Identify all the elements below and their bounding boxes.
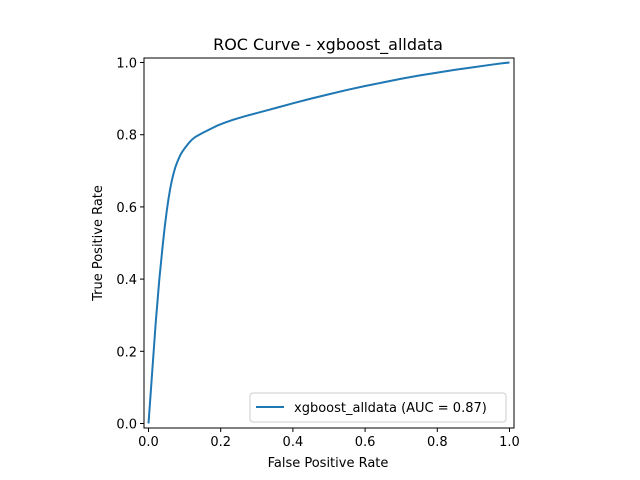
chart-title: ROC Curve - xgboost_alldata (213, 35, 443, 55)
x-tick-label: 0.2 (210, 435, 231, 450)
y-tick-label: 0.2 (116, 345, 137, 360)
y-axis-ticks: 0.0 0.2 0.4 0.6 0.8 1.0 (116, 57, 144, 432)
y-tick-label: 0.6 (116, 201, 137, 216)
x-axis-ticks: 0.0 0.2 0.4 0.6 0.8 1.0 (138, 428, 520, 450)
x-tick-label: 0.0 (138, 435, 159, 450)
x-tick-label: 0.6 (355, 435, 376, 450)
legend-box (249, 392, 507, 423)
y-tick-label: 0.4 (116, 273, 137, 288)
x-tick-label: 0.4 (283, 435, 304, 450)
y-tick-label: 0.8 (116, 129, 137, 144)
x-axis-label: False Positive Rate (268, 456, 389, 471)
y-tick-label: 0.0 (116, 417, 137, 432)
legend-label: xgboost_alldata (AUC = 0.87) (294, 401, 487, 416)
x-tick-label: 0.8 (427, 435, 448, 450)
x-tick-label: 1.0 (499, 435, 520, 450)
plot-area (147, 61, 510, 424)
legend: xgboost_alldata (AUC = 0.87) (249, 392, 507, 423)
y-tick-label: 1.0 (116, 57, 137, 72)
roc-curve-series-0 (147, 61, 510, 424)
axes-frame (143, 57, 515, 429)
y-axis-label: True Positive Rate (91, 185, 106, 302)
